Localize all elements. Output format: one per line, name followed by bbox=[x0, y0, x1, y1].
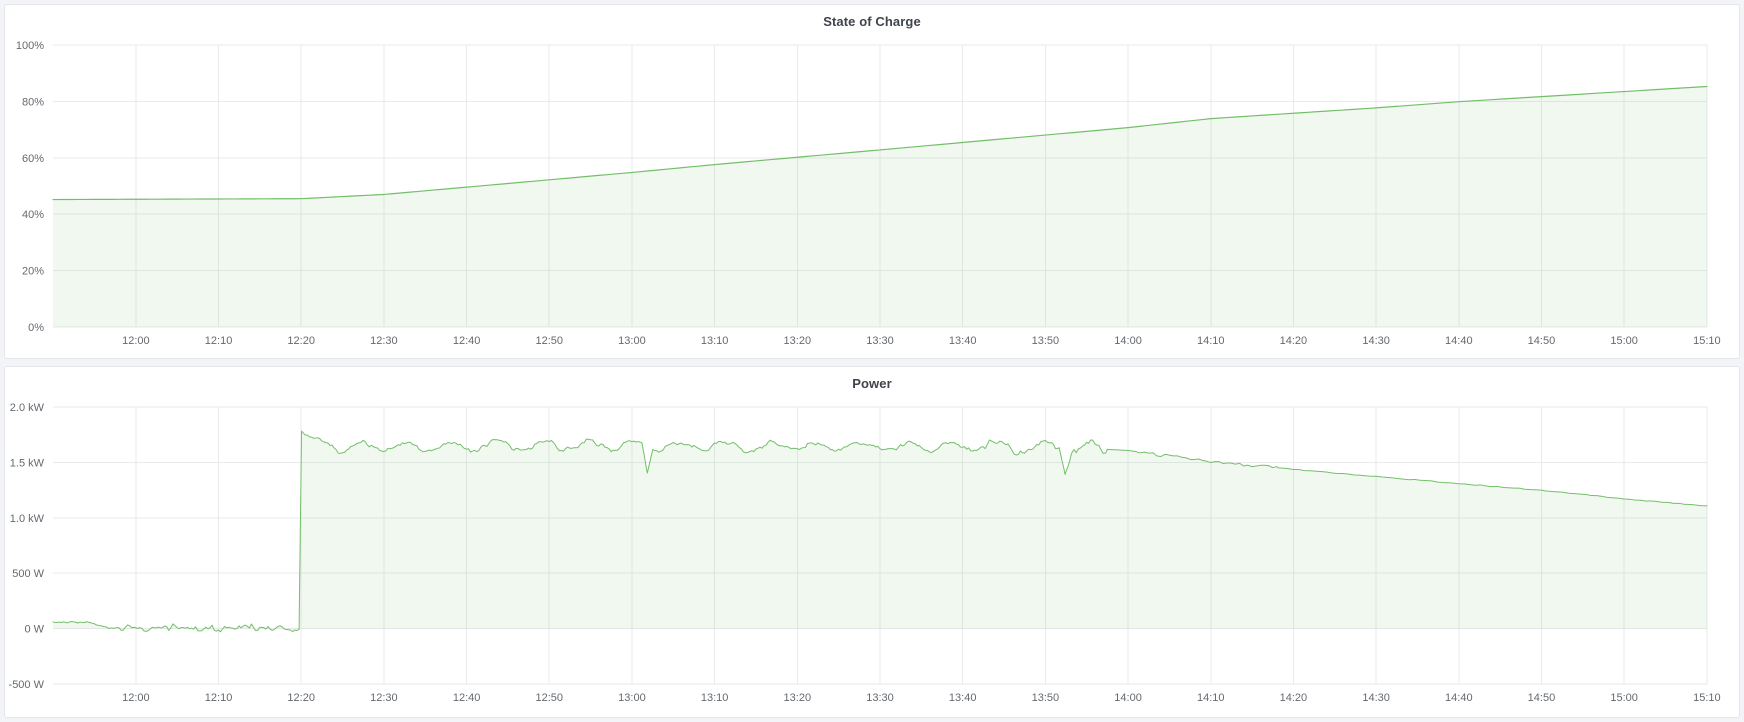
x-tick-label: 13:10 bbox=[701, 335, 729, 347]
x-tick-label: 13:50 bbox=[1032, 335, 1060, 347]
x-tick-label: 13:40 bbox=[949, 692, 977, 704]
x-tick-label: 15:10 bbox=[1693, 335, 1721, 347]
x-tick-label: 13:10 bbox=[701, 692, 729, 704]
x-tick-label: 15:00 bbox=[1610, 692, 1638, 704]
power-area bbox=[53, 431, 1707, 632]
x-tick-label: 12:50 bbox=[535, 692, 563, 704]
x-tick-label: 15:00 bbox=[1610, 335, 1638, 347]
x-tick-label: 14:20 bbox=[1280, 692, 1308, 704]
x-tick-label: 12:20 bbox=[287, 335, 315, 347]
y-tick-label: 1.0 kW bbox=[10, 513, 45, 525]
y-axis-labels: 2.0 kW 1.5 kW 1.0 kW 500 W 0 W -500 W bbox=[9, 402, 45, 691]
panel-title-state-of-charge[interactable]: State of Charge bbox=[823, 14, 921, 29]
x-tick-label: 13:20 bbox=[784, 692, 812, 704]
panel-power: Power 2.0 kW 1.5 kW 1.0 kW 500 W 0 W -500 W 12… bbox=[4, 366, 1740, 718]
y-axis-labels: 100% 80% 60% 40% 20% 0% bbox=[16, 40, 44, 334]
power-line bbox=[52, 430, 1708, 633]
state-of-charge-chart[interactable]: 100% 80% 60% 40% 20% 0% 12:00 12:10 12:20 12:30 12… bbox=[5, 5, 1739, 358]
y-tick-label: 100% bbox=[16, 40, 44, 52]
x-tick-label: 14:10 bbox=[1197, 335, 1225, 347]
y-tick-label: 0% bbox=[28, 322, 44, 334]
x-tick-label: 13:00 bbox=[618, 335, 646, 347]
state-of-charge-svg: 100%80%60%40%20%0%12:00 12:10 12:20 12:30 12… bbox=[16, 40, 1721, 347]
y-tick-label: 80% bbox=[22, 96, 44, 108]
x-tick-label: 14:10 bbox=[1197, 692, 1225, 704]
x-tick-label: 13:50 bbox=[1032, 692, 1060, 704]
x-tick-label: 12:40 bbox=[453, 692, 481, 704]
x-tick-label: 12:30 bbox=[370, 692, 398, 704]
y-tick-label: 2.0 kW bbox=[10, 402, 45, 414]
x-axis-labels: 12:00 12:10 12:20 12:30 12:40 12:50 13:00 13:10… bbox=[122, 692, 1721, 704]
x-axis-labels: 12:00 12:10 12:20 12:30 12:40 12:50 13:00 13:10… bbox=[122, 335, 1721, 347]
x-tick-label: 13:00 bbox=[618, 692, 646, 704]
x-tick-label: 14:00 bbox=[1114, 692, 1142, 704]
x-tick-label: 14:30 bbox=[1362, 335, 1390, 347]
x-tick-label: 12:30 bbox=[370, 335, 398, 347]
x-tick-label: 12:20 bbox=[287, 692, 315, 704]
x-tick-label: 12:10 bbox=[205, 692, 233, 704]
x-tick-label: 15:10 bbox=[1693, 692, 1721, 704]
x-tick-label: 13:20 bbox=[784, 335, 812, 347]
x-tick-label: 12:40 bbox=[453, 335, 481, 347]
y-tick-label: 60% bbox=[22, 153, 44, 165]
y-tick-label: 0 W bbox=[24, 624, 44, 636]
gridlines bbox=[53, 44, 1708, 328]
x-tick-label: 14:40 bbox=[1445, 692, 1473, 704]
y-tick-label: 500 W bbox=[12, 568, 44, 580]
x-tick-label: 12:50 bbox=[535, 335, 563, 347]
gridlines bbox=[53, 406, 1708, 685]
x-tick-label: 14:50 bbox=[1528, 692, 1556, 704]
x-tick-label: 13:30 bbox=[866, 692, 894, 704]
y-tick-label: 40% bbox=[22, 209, 44, 221]
y-tick-label: 1.5 kW bbox=[10, 457, 45, 469]
x-tick-label: 14:00 bbox=[1114, 335, 1142, 347]
x-tick-label: 14:50 bbox=[1528, 335, 1556, 347]
x-tick-label: 13:40 bbox=[949, 335, 977, 347]
y-tick-label: 20% bbox=[22, 266, 44, 278]
panel-title-power[interactable]: Power bbox=[852, 376, 892, 391]
panel-state-of-charge: State of Charge 100% 80% 60% 40% 20% 0% 12:00 1… bbox=[4, 4, 1740, 359]
state-of-charge-area bbox=[53, 86, 1707, 327]
y-tick-label: -500 W bbox=[9, 679, 45, 691]
x-tick-label: 12:00 bbox=[122, 335, 150, 347]
x-tick-label: 13:30 bbox=[866, 335, 894, 347]
x-tick-label: 12:10 bbox=[205, 335, 233, 347]
x-tick-label: 14:40 bbox=[1445, 335, 1473, 347]
x-tick-label: 12:00 bbox=[122, 692, 150, 704]
x-tick-label: 14:30 bbox=[1362, 692, 1390, 704]
state-of-charge-line bbox=[52, 85, 1708, 201]
x-tick-label: 14:20 bbox=[1280, 335, 1308, 347]
